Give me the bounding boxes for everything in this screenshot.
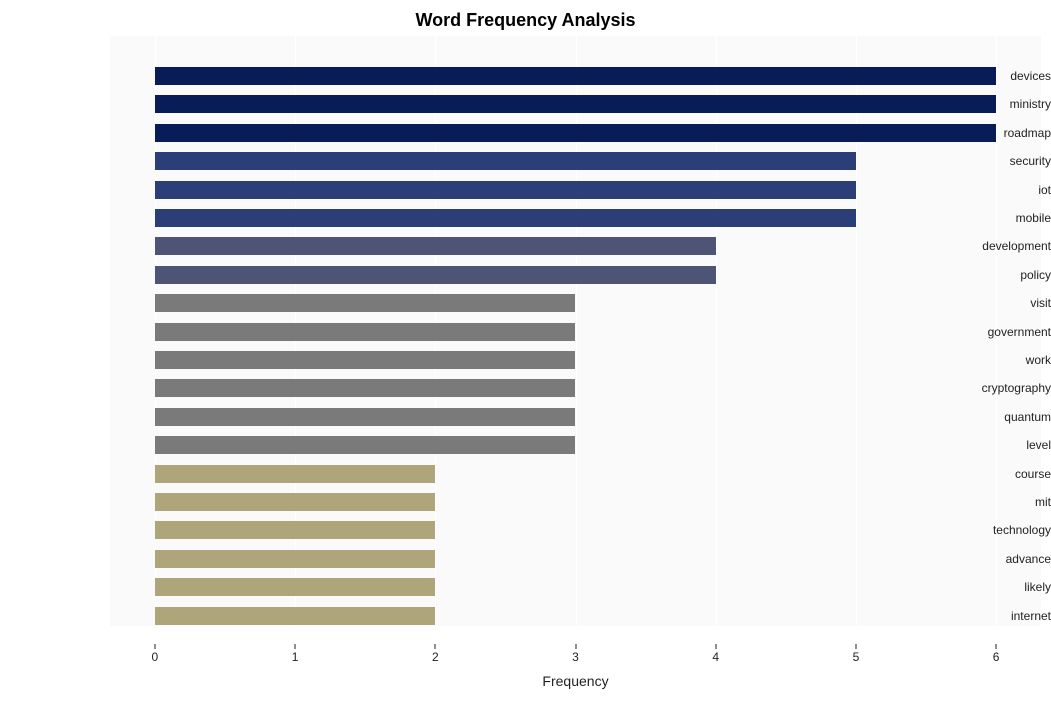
y-tick-label: devices (947, 69, 1051, 83)
bar (155, 181, 856, 199)
bar (155, 521, 435, 539)
x-tick-mark (154, 644, 155, 649)
x-tick-mark (855, 644, 856, 649)
word-frequency-chart: Word Frequency Analysis devices ministry r… (0, 0, 1051, 701)
y-tick-label: cryptography (947, 381, 1051, 395)
bar (155, 550, 435, 568)
y-tick-label: visit (947, 296, 1051, 310)
x-tick-mark (435, 644, 436, 649)
y-tick-label: mit (947, 495, 1051, 509)
x-tick-mark (295, 644, 296, 649)
bar (155, 408, 576, 426)
bar (155, 237, 716, 255)
bar (155, 266, 716, 284)
y-tick-label: advance (947, 552, 1051, 566)
y-tick-label: level (947, 438, 1051, 452)
y-tick-label: ministry (947, 97, 1051, 111)
bar (155, 436, 576, 454)
y-tick-label: likely (947, 580, 1051, 594)
bar (155, 379, 576, 397)
y-tick-label: iot (947, 183, 1051, 197)
x-tick-label: 6 (993, 650, 1000, 664)
y-tick-label: course (947, 467, 1051, 481)
y-tick-label: quantum (947, 410, 1051, 424)
bar (155, 95, 996, 113)
y-tick-label: roadmap (947, 126, 1051, 140)
bar (155, 607, 435, 625)
bar (155, 578, 435, 596)
x-tick-label: 1 (292, 650, 299, 664)
bar (155, 67, 996, 85)
bar (155, 152, 856, 170)
plot-area (110, 36, 1041, 626)
y-tick-label: government (947, 325, 1051, 339)
y-tick-label: development (947, 239, 1051, 253)
y-tick-label: internet (947, 609, 1051, 623)
x-tick-mark (575, 644, 576, 649)
y-tick-label: mobile (947, 211, 1051, 225)
bar (155, 209, 856, 227)
x-tick-mark (996, 644, 997, 649)
x-axis-title: Frequency (110, 673, 1041, 689)
bar (155, 493, 435, 511)
chart-title: Word Frequency Analysis (0, 10, 1051, 31)
y-tick-label: work (947, 353, 1051, 367)
y-tick-label: policy (947, 268, 1051, 282)
bar (155, 351, 576, 369)
bar (155, 323, 576, 341)
x-tick-label: 4 (712, 650, 719, 664)
x-tick-label: 2 (432, 650, 439, 664)
y-tick-label: technology (947, 523, 1051, 537)
x-tick-label: 5 (853, 650, 860, 664)
bar (155, 294, 576, 312)
x-tick-label: 3 (572, 650, 579, 664)
x-tick-mark (715, 644, 716, 649)
bar (155, 465, 435, 483)
y-tick-label: security (947, 154, 1051, 168)
bar (155, 124, 996, 142)
x-tick-label: 0 (152, 650, 159, 664)
